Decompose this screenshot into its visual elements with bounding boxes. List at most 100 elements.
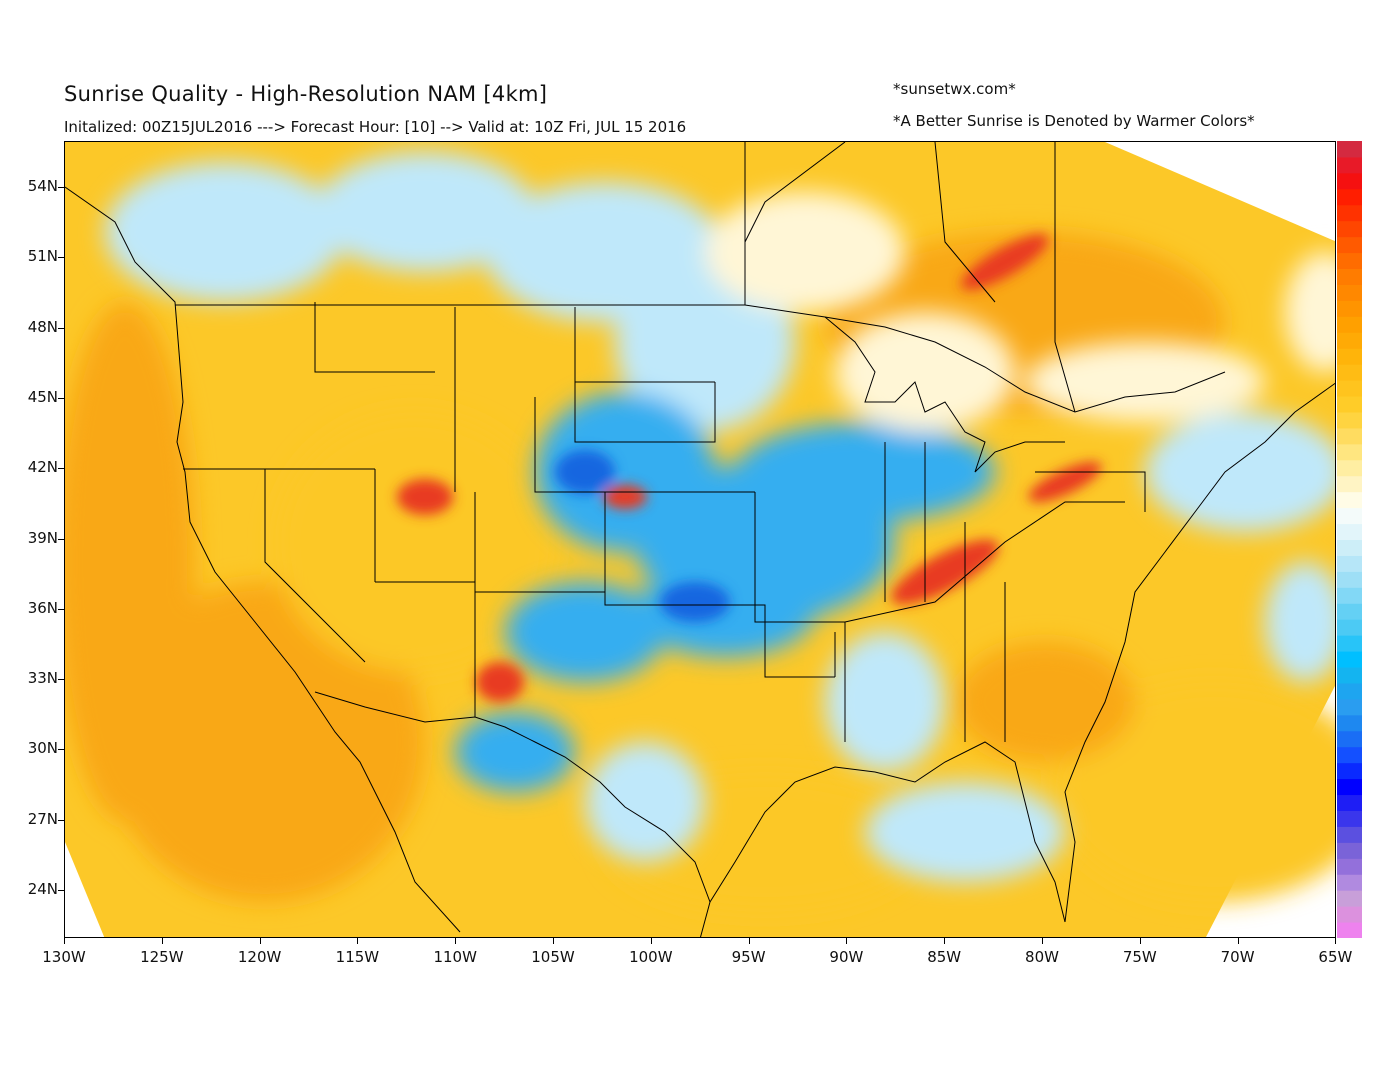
colorbar-step	[1337, 411, 1362, 429]
lat-tick	[58, 819, 64, 821]
colorbar-step	[1337, 236, 1362, 254]
color-note: *A Better Sunrise is Denoted by Warmer C…	[893, 112, 1255, 130]
lat-tick	[58, 468, 64, 470]
colorbar-step	[1337, 603, 1362, 620]
lon-tick	[357, 938, 359, 944]
colorbar-step	[1337, 571, 1362, 588]
forecast-map	[65, 142, 1335, 937]
gulf-coastline	[709, 741, 1066, 923]
colorbar-step	[1337, 922, 1362, 938]
lat-label: 24N	[27, 880, 58, 898]
colorbar-step	[1337, 858, 1362, 875]
colorbar-step	[1337, 555, 1362, 572]
colorbar-step	[1337, 507, 1362, 525]
great-lakes-shore	[824, 316, 1065, 473]
canada-province-lines	[744, 142, 1076, 413]
lat-label: 45N	[27, 387, 58, 406]
lon-tick	[161, 938, 163, 944]
colorbar-step	[1337, 523, 1362, 540]
lon-tick	[1237, 938, 1239, 944]
colorbar-step	[1337, 300, 1362, 317]
colorbar-step	[1337, 316, 1362, 333]
lon-tick	[650, 938, 652, 944]
lon-label: 115W	[335, 948, 380, 966]
colorbar-step	[1337, 475, 1362, 493]
boundaries	[65, 142, 1335, 937]
colorbar-step	[1337, 348, 1362, 365]
colorbar-step	[1337, 252, 1362, 270]
colorbar-step	[1337, 794, 1362, 811]
lon-tick	[1042, 938, 1043, 944]
lat-label: 54N	[27, 177, 58, 195]
lat-tick	[58, 327, 64, 329]
lon-label: 130W	[42, 948, 86, 966]
lat-label: 27N	[27, 809, 58, 828]
colorbar-step	[1337, 651, 1362, 668]
colorbar-step	[1337, 778, 1362, 796]
colorbar-step	[1337, 698, 1362, 716]
us-mexico-border	[314, 691, 711, 937]
lat-label: 36N	[27, 598, 58, 617]
colorbar-step	[1337, 842, 1362, 859]
lat-tick	[58, 397, 64, 399]
lat-tick	[58, 257, 64, 259]
state-lines-4	[754, 492, 1125, 742]
colorbar-step	[1337, 906, 1362, 923]
colorbar-step	[1337, 682, 1362, 700]
colorbar-step	[1337, 220, 1362, 238]
lat-label: 51N	[27, 247, 58, 266]
colorbar-step	[1337, 459, 1362, 477]
map-panel	[64, 141, 1336, 938]
state-lines-2	[264, 397, 755, 717]
pacific-coastline	[65, 186, 461, 933]
colorbar-step	[1337, 890, 1362, 907]
lat-label: 48N	[27, 317, 58, 336]
colorbar-step	[1337, 746, 1362, 764]
lon-label: 125W	[140, 948, 184, 966]
lat-tick	[58, 890, 64, 891]
lon-label: 95W	[731, 948, 766, 966]
colorbar-step	[1337, 188, 1362, 206]
colorbar-step	[1337, 730, 1362, 748]
lon-tick	[846, 938, 848, 944]
colorbar-step	[1337, 810, 1362, 827]
lon-tick	[553, 938, 554, 944]
lon-tick	[64, 938, 65, 944]
colorbar-step	[1337, 714, 1362, 732]
lon-tick	[455, 938, 457, 944]
colorbar	[1337, 141, 1362, 938]
state-lines-3	[314, 302, 716, 492]
colorbar-step	[1337, 619, 1362, 636]
lon-tick	[748, 938, 750, 944]
lon-tick	[1139, 938, 1141, 944]
map-subtitle: Initalized: 00Z15JUL2016 ---> Forecast H…	[64, 118, 687, 136]
colorbar-step	[1337, 539, 1362, 556]
lat-tick	[58, 608, 64, 610]
lon-label: 75W	[1122, 948, 1157, 966]
colorbar-step	[1337, 587, 1362, 604]
lon-label: 110W	[433, 948, 477, 966]
colorbar-step	[1337, 332, 1362, 349]
colorbar-step	[1337, 268, 1362, 285]
colorbar-step	[1337, 443, 1362, 461]
colorbar-step	[1337, 156, 1362, 174]
colorbar-step	[1337, 874, 1362, 891]
lat-tick	[58, 749, 64, 751]
lat-tick	[58, 538, 64, 540]
lon-tick	[1335, 938, 1337, 944]
lon-label: 70W	[1220, 948, 1255, 966]
colorbar-step	[1337, 284, 1362, 301]
atlantic-coastline	[1064, 382, 1335, 923]
colorbar-step	[1337, 141, 1362, 158]
lat-label: 30N	[27, 739, 58, 758]
lat-label: 42N	[27, 458, 58, 477]
lon-label: 105W	[531, 948, 575, 966]
lon-tick	[944, 938, 946, 944]
colorbar-step	[1337, 826, 1362, 843]
colorbar-step	[1337, 667, 1362, 684]
lat-label: 39N	[27, 528, 58, 547]
state-lines-5	[884, 442, 1146, 742]
lon-label: 80W	[1025, 948, 1059, 966]
lon-label: 65W	[1318, 948, 1353, 966]
colorbar-step	[1337, 635, 1362, 652]
